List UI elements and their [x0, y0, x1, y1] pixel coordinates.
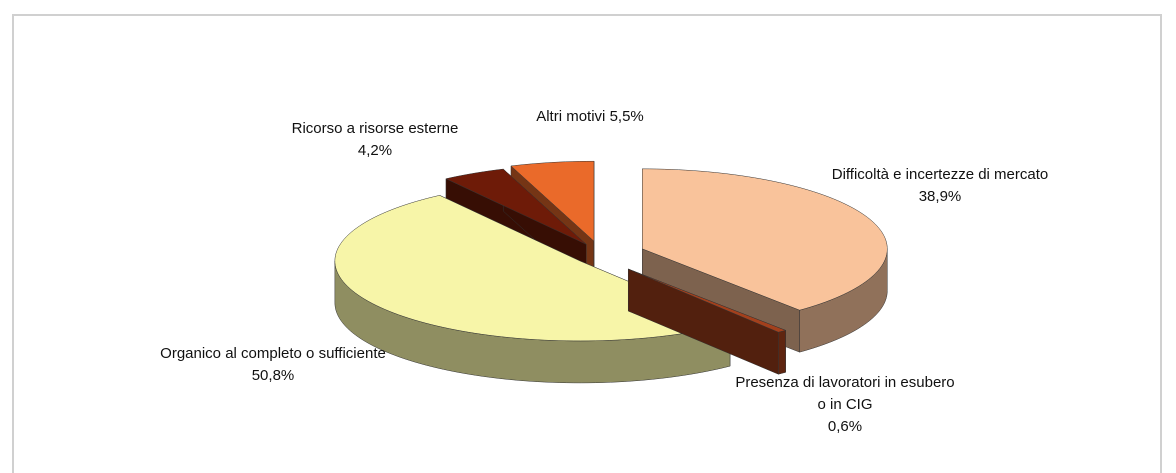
slice-top — [628, 268, 787, 333]
label-value: 5,5% — [609, 108, 644, 125]
slice-top — [642, 168, 888, 311]
label-name: Altri motivi — [536, 108, 606, 125]
slice-label: Ricorso a risorse esterne 4,2% — [285, 118, 465, 162]
slice-label: Organico al completo o sufficiente 50,8% — [148, 343, 398, 387]
label-name: Ricorso a risorse esterne — [291, 120, 459, 137]
label-value: 38,9% — [918, 188, 962, 205]
label-name: Organico al completo o sufficiente — [160, 345, 386, 362]
slice-label: Presenza di lavoratori in esubero o in C… — [730, 372, 960, 438]
slice-label: Difficoltà e incertezze di mercato 38,9% — [825, 164, 1055, 208]
slice — [627, 268, 787, 375]
slice-side — [778, 330, 786, 375]
slice-label: Altri motivi 5,5% — [490, 106, 690, 128]
slice-top — [510, 160, 595, 242]
slice-top — [445, 168, 587, 245]
label-value: 0,6% — [827, 418, 863, 435]
label-name: Presenza di lavoratori in esubero o in C… — [735, 374, 955, 413]
label-value: 50,8% — [251, 367, 295, 384]
label-value: 4,2% — [357, 142, 393, 159]
label-name: Difficoltà e incertezze di mercato — [831, 166, 1049, 183]
chart-frame — [12, 14, 1162, 473]
